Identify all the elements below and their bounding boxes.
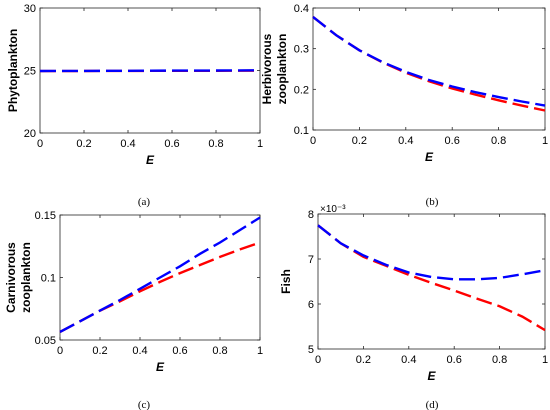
series-line-blue bbox=[59, 216, 261, 333]
y-tick-label: 0.05 bbox=[35, 335, 56, 347]
x-tick-label: 1 bbox=[542, 354, 548, 366]
y-tick-label: 8 bbox=[308, 209, 314, 221]
y-tick-label: 20 bbox=[24, 128, 36, 140]
x-tick-label: 0.8 bbox=[492, 354, 507, 366]
y-exponent-label: ×10⁻³ bbox=[320, 204, 346, 215]
chart-panel-c: 0 0.2 0.4 0.6 0.8 1 0.05 0.1 0.15 E Carnivorouszoo… bbox=[4, 210, 263, 410]
x-tick-label: 0.8 bbox=[208, 138, 223, 150]
series-line-blue bbox=[312, 15, 546, 107]
y-tick-label: 30 bbox=[24, 3, 36, 15]
chart-panel-b: 0 0.2 0.4 0.6 0.8 1 0.1 0.2 0.3 0.4 E Herbivorouszo… bbox=[260, 3, 548, 208]
panel-caption: (b) bbox=[426, 196, 439, 208]
x-axis-label: E bbox=[156, 360, 165, 374]
y-tick-label: 7 bbox=[308, 254, 314, 266]
panel-caption: (c) bbox=[138, 399, 151, 410]
x-tick-label: 0.8 bbox=[491, 135, 506, 147]
x-tick-label: 1 bbox=[257, 138, 263, 150]
y-axis-label: Carnivorouszooplankton bbox=[4, 242, 33, 313]
chart-panel-d: 0 0.2 0.4 0.6 0.8 1 5 6 7 8 ×10⁻³ E Fish (d) bbox=[279, 204, 548, 410]
x-tick-label: 0 bbox=[37, 138, 43, 150]
x-tick-label: 0 bbox=[310, 135, 316, 147]
plot-area bbox=[312, 7, 546, 131]
series-line-blue bbox=[317, 224, 546, 281]
panel-caption: (d) bbox=[426, 399, 439, 410]
y-axis-label: Phytoplankton bbox=[6, 29, 20, 112]
x-tick-label: 0.6 bbox=[164, 138, 179, 150]
y-tick-label: 6 bbox=[308, 299, 314, 311]
panel-caption: (a) bbox=[138, 196, 151, 208]
x-tick-label: 0.4 bbox=[398, 135, 413, 147]
y-tick-label: 0.4 bbox=[294, 3, 309, 15]
x-tick-label: 0.2 bbox=[356, 354, 371, 366]
x-tick-label: 0.4 bbox=[401, 354, 416, 366]
x-tick-label: 0.6 bbox=[447, 354, 462, 366]
y-axis-label: Fish bbox=[279, 269, 293, 294]
y-tick-label: 0.2 bbox=[294, 84, 309, 96]
y-tick-label: 0.15 bbox=[35, 210, 56, 222]
y-axis-label: Herbivorouszooplankton bbox=[260, 33, 289, 104]
x-axis-label: E bbox=[146, 153, 155, 167]
x-axis-label: E bbox=[425, 150, 434, 164]
x-tick-label: 0.2 bbox=[92, 345, 107, 357]
x-tick-label: 0.6 bbox=[445, 135, 460, 147]
y-tick-label: 25 bbox=[24, 66, 36, 78]
x-tick-label: 0 bbox=[57, 345, 63, 357]
x-axis-label: E bbox=[427, 369, 436, 383]
chart-panel-a: 0 0.2 0.4 0.6 0.8 1 20 25 30 E Phytoplankton (a) bbox=[6, 3, 263, 208]
x-tick-label: 0.8 bbox=[212, 345, 227, 357]
x-tick-label: 0.2 bbox=[76, 138, 91, 150]
plot-area bbox=[317, 213, 546, 350]
y-tick-label: 5 bbox=[308, 344, 314, 356]
x-tick-label: 0.4 bbox=[132, 345, 147, 357]
x-tick-label: 1 bbox=[257, 345, 263, 357]
x-tick-label: 0.2 bbox=[352, 135, 367, 147]
x-tick-label: 0.6 bbox=[172, 345, 187, 357]
x-tick-label: 0 bbox=[315, 354, 321, 366]
y-tick-label: 0.1 bbox=[41, 273, 56, 285]
x-tick-label: 1 bbox=[542, 135, 548, 147]
y-tick-label: 0.3 bbox=[294, 44, 309, 56]
series-line-blue bbox=[39, 69, 261, 73]
x-tick-label: 0.4 bbox=[120, 138, 135, 150]
y-tick-label: 0.1 bbox=[294, 125, 309, 137]
